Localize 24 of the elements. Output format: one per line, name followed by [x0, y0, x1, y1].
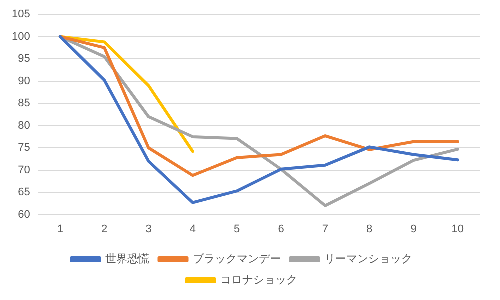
y-tick-label: 105: [12, 8, 30, 21]
y-tick-label: 75: [18, 142, 30, 154]
x-tick-label: 10: [452, 223, 464, 236]
y-tick-label: 60: [18, 208, 30, 221]
x-tick-label: 2: [102, 223, 108, 236]
legend-label: ブラックマンデー: [192, 252, 281, 266]
y-tick-label: 95: [18, 53, 30, 66]
y-tick-label: 65: [18, 186, 30, 199]
legend-label: コロナショック: [220, 273, 298, 286]
y-tick-label: 70: [18, 164, 30, 176]
x-tick-label: 8: [366, 223, 373, 236]
x-tick-label: 1: [57, 223, 64, 236]
x-tick-label: 3: [146, 223, 152, 236]
y-tick-label: 100: [12, 30, 30, 43]
x-tick-label: 6: [278, 223, 284, 236]
legend-label: リーマンショック: [324, 252, 412, 266]
x-tick-label: 9: [410, 223, 417, 236]
y-tick-label: 80: [18, 120, 30, 132]
x-tick-label: 4: [190, 223, 196, 236]
y-tick-label: 85: [18, 98, 30, 110]
legend-label: 世界恐慌: [105, 252, 150, 266]
y-tick-label: 90: [18, 75, 30, 88]
x-tick-label: 5: [234, 223, 240, 236]
x-tick-label: 7: [322, 223, 328, 236]
